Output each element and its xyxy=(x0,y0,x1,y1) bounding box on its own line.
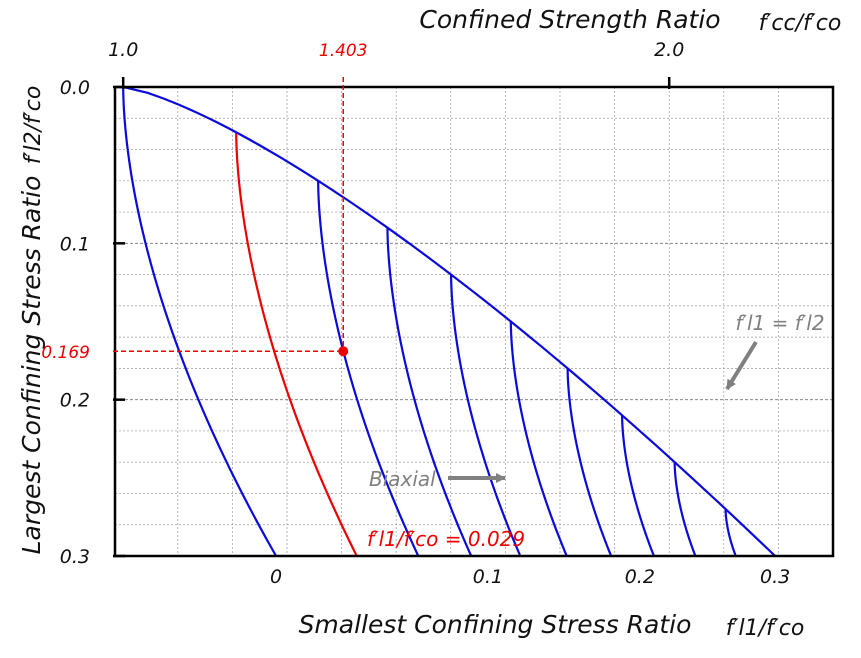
constant-fl1-curve-9 xyxy=(724,509,737,557)
constant-fl1-curve-2 xyxy=(317,180,420,557)
highlight-curve xyxy=(235,132,358,557)
bottom-axis-title: Smallest Confining Stress Ratio xyxy=(299,610,692,639)
top-tick-label-1: 2.0 xyxy=(654,39,684,61)
equal-line-arrow xyxy=(725,340,758,391)
highlight-curve-label: f′l1/f′co = 0.029 xyxy=(367,527,525,551)
top-tick-label-0: 1.0 xyxy=(108,39,138,61)
constant-fl1-curve-3 xyxy=(386,227,473,557)
left-axis-symbol: f′l2/f′co xyxy=(21,86,46,165)
highlight-top-label: 1.403 xyxy=(319,41,368,61)
highlight-left-label: 0.169 xyxy=(41,343,90,363)
left-axis-title: Largest Confining Stress Ratio xyxy=(17,176,46,555)
equal-line-label: f′l1 = f′l2 xyxy=(735,311,824,335)
constant-fl1-curve-4 xyxy=(450,274,522,557)
left-tick-label-3: 0.3 xyxy=(60,546,90,568)
bottom-tick-label-2: 0.2 xyxy=(625,566,655,588)
equal-confinement-envelope xyxy=(122,85,776,557)
plot-frame xyxy=(113,85,835,558)
left-tick-label-0: 0.0 xyxy=(60,77,90,99)
bottom-tick-label-1: 0.1 xyxy=(473,566,503,588)
constant-fl1-curve-0 xyxy=(122,86,278,557)
left-tick-label-2: 0.2 xyxy=(60,390,90,412)
bottom-tick-label-0: 0 xyxy=(270,566,282,588)
top-axis-title: Confined Strength Ratio xyxy=(419,5,720,34)
highlight-point xyxy=(338,346,349,357)
constant-fl1-curve-7 xyxy=(621,415,655,557)
top-axis-symbol: f′cc/f′co xyxy=(759,11,842,36)
left-tick-label-1: 0.1 xyxy=(60,233,90,255)
biaxial-label: Biaxial xyxy=(369,467,436,491)
bottom-tick-label-3: 0.3 xyxy=(760,566,790,588)
constant-fl1-curve-6 xyxy=(566,368,613,557)
bottom-axis-symbol: f′l1/f′co xyxy=(726,616,805,641)
constant-fl1-curve-5 xyxy=(509,321,568,557)
constant-fl1-curve-8 xyxy=(673,462,697,557)
